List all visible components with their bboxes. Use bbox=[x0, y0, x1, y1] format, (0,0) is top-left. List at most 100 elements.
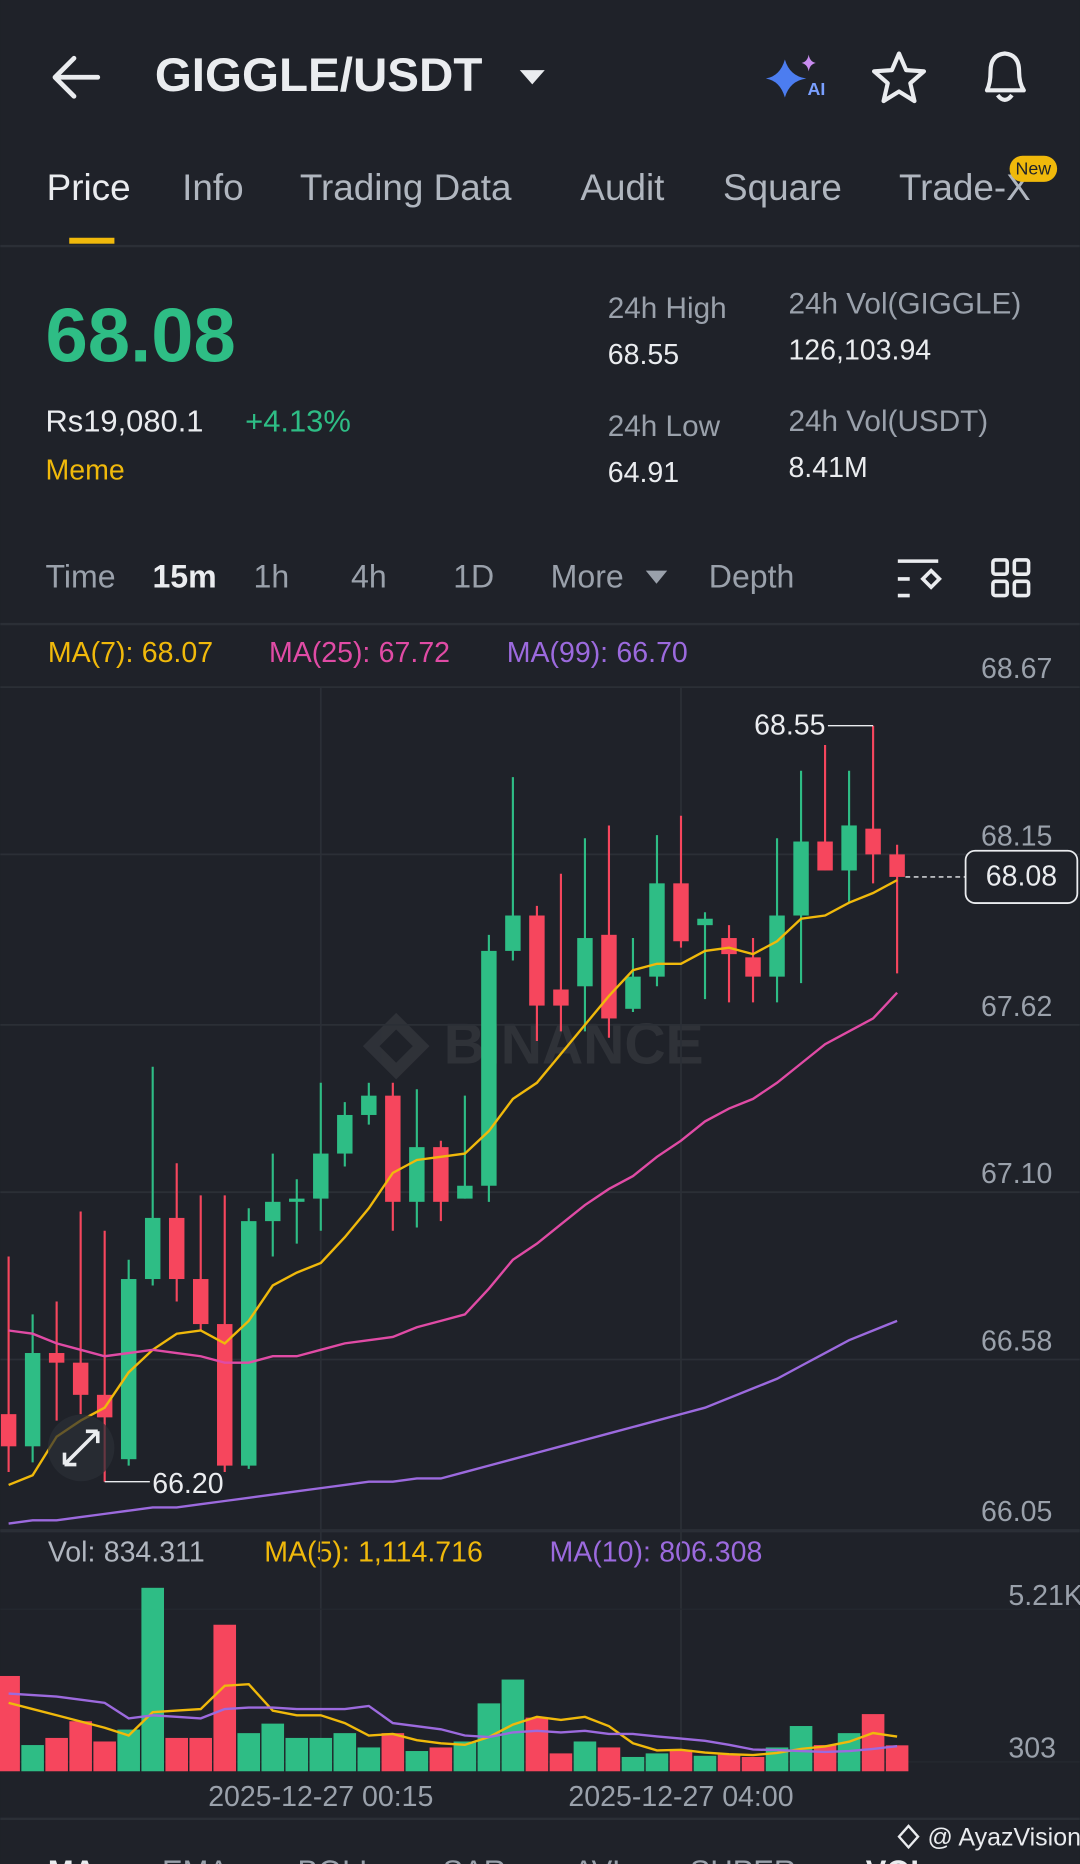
tab[interactable]: Audit bbox=[580, 167, 664, 208]
indicator-tab[interactable]: EMA bbox=[162, 1854, 229, 1864]
legend-name: MA(10): bbox=[550, 1536, 651, 1568]
candle-body bbox=[841, 825, 857, 871]
candle-body bbox=[289, 1198, 305, 1202]
volume-bar bbox=[645, 1753, 669, 1772]
ai-label: AI bbox=[807, 79, 825, 99]
interval[interactable]: 1h bbox=[254, 558, 290, 594]
interval[interactable]: 4h bbox=[351, 558, 387, 594]
last-price-box bbox=[964, 849, 1079, 904]
stat-label: 24h Low bbox=[608, 410, 721, 443]
candle-body bbox=[361, 1095, 377, 1115]
candle-body bbox=[409, 1147, 425, 1202]
vol-legend: MA(5): 1,114.716 bbox=[264, 1536, 483, 1568]
volume-bar bbox=[285, 1737, 309, 1772]
candle-body bbox=[481, 950, 497, 1186]
vol-legend: MA(10): 806.308 bbox=[550, 1536, 763, 1568]
tab[interactable]: Info bbox=[182, 167, 243, 208]
volume-bar bbox=[429, 1747, 453, 1772]
volume-bar bbox=[885, 1745, 909, 1772]
interval[interactable]: More bbox=[551, 558, 624, 594]
indicator-tab[interactable]: SUPER bbox=[690, 1854, 796, 1864]
indicator-tab[interactable]: MA bbox=[48, 1854, 96, 1864]
y-tick-label: 67.62 bbox=[981, 991, 1052, 1023]
ai-icon[interactable] bbox=[765, 59, 807, 98]
alert-button[interactable] bbox=[984, 51, 1026, 102]
interval[interactable]: 1D bbox=[453, 558, 494, 594]
volume-bar bbox=[309, 1737, 333, 1772]
candle-body bbox=[673, 883, 689, 942]
pair-title[interactable]: GIGGLE/USDT bbox=[155, 49, 483, 102]
interval[interactable]: Depth bbox=[709, 558, 795, 594]
volume-bar bbox=[45, 1737, 68, 1772]
candle-body bbox=[48, 1353, 65, 1363]
candle-body bbox=[337, 1114, 353, 1154]
tag[interactable]: Meme bbox=[45, 454, 124, 486]
candle-body bbox=[649, 883, 665, 977]
tab[interactable]: Square bbox=[723, 167, 842, 208]
volume-bar bbox=[669, 1749, 693, 1772]
back-button[interactable] bbox=[52, 55, 101, 99]
ma-legend: MA(25): 67.72 bbox=[269, 636, 450, 668]
candle-body bbox=[865, 828, 881, 855]
chart-layer: 2025-12-27 00:15 2025-12-27 04:00 68.67 68.… bbox=[0, 653, 1080, 1813]
volume-bar bbox=[69, 1721, 92, 1772]
volume-bar bbox=[621, 1756, 645, 1772]
volume-ma-line bbox=[8, 1682, 898, 1757]
candle-body bbox=[577, 938, 593, 987]
y-tick-label: 303 bbox=[1008, 1732, 1056, 1764]
stat-value: 8.41M bbox=[788, 452, 867, 484]
indicator-tab[interactable]: VOL bbox=[866, 1854, 930, 1864]
stat-value: 68.55 bbox=[608, 339, 679, 371]
stat-label: 24h High bbox=[608, 292, 727, 325]
volume-bar bbox=[717, 1754, 741, 1772]
volume-bar bbox=[381, 1733, 405, 1772]
tab[interactable]: Trading Data bbox=[300, 167, 512, 208]
volume-bar bbox=[237, 1733, 261, 1772]
interval[interactable]: Time bbox=[45, 558, 115, 594]
volume-bar bbox=[813, 1745, 837, 1772]
volume-bar bbox=[0, 1675, 20, 1772]
tab[interactable]: Price bbox=[47, 167, 131, 208]
more-dropdown[interactable] bbox=[645, 570, 668, 584]
volume-bar bbox=[405, 1751, 429, 1772]
candle-body bbox=[745, 957, 761, 977]
legend-value: 66.70 bbox=[616, 636, 687, 668]
ma-legend: MA(99): 66.70 bbox=[507, 636, 688, 668]
candle-body bbox=[817, 841, 833, 871]
candle-body bbox=[241, 1221, 257, 1466]
candle-body bbox=[889, 854, 905, 877]
new-badge-text: New bbox=[1016, 159, 1052, 179]
candle-body bbox=[24, 1353, 41, 1447]
indicator-tab[interactable]: AVL bbox=[573, 1854, 629, 1864]
volume-bar bbox=[357, 1747, 381, 1772]
ma-legend: MA(7): 68.07 bbox=[48, 636, 213, 668]
chart-settings-icon[interactable] bbox=[897, 559, 942, 598]
indicator-tab[interactable]: SAR bbox=[443, 1854, 507, 1864]
legend-name: MA(99): bbox=[507, 636, 608, 668]
favorite-button[interactable] bbox=[871, 51, 927, 104]
volume-bar bbox=[597, 1747, 621, 1772]
annotation: 68.55 bbox=[754, 709, 825, 741]
stat-label: 24h Vol(GIGGLE) bbox=[788, 287, 1021, 320]
y-tick-label: 68.67 bbox=[981, 653, 1052, 685]
volume-bar bbox=[333, 1733, 357, 1772]
volume-ma-line bbox=[8, 1692, 898, 1754]
layout-icon[interactable] bbox=[991, 558, 1031, 598]
last-price: 68.08 bbox=[45, 293, 235, 378]
volume-bar bbox=[117, 1729, 140, 1772]
pair-dropdown[interactable] bbox=[519, 70, 545, 85]
interval[interactable]: 15m bbox=[152, 558, 216, 594]
volume-bar bbox=[21, 1745, 44, 1772]
volume-bar bbox=[525, 1717, 549, 1772]
volume-bar bbox=[453, 1741, 477, 1772]
stat-value: 126,103.94 bbox=[788, 334, 931, 366]
tab[interactable]: Trade-X bbox=[899, 167, 1031, 208]
indicator-tab[interactable]: BOLL bbox=[297, 1854, 376, 1864]
volume-bar bbox=[741, 1756, 765, 1772]
y-tick-label: 5.21K bbox=[1008, 1580, 1080, 1612]
volume-bar bbox=[693, 1755, 717, 1772]
ma-line bbox=[8, 991, 898, 1364]
y-tick-label: 66.05 bbox=[981, 1496, 1052, 1528]
